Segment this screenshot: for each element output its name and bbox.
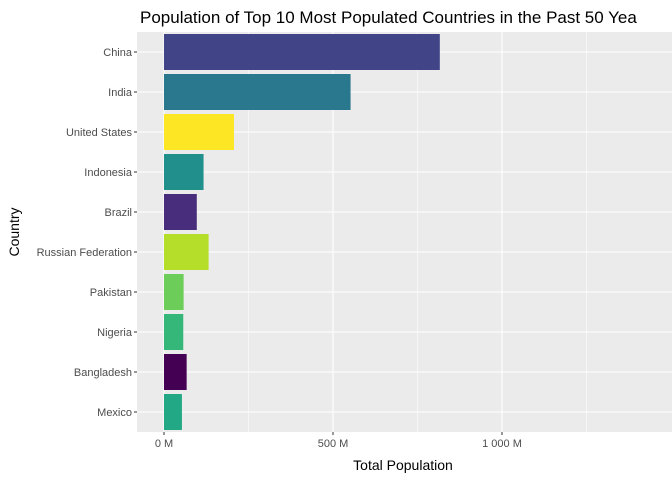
x-tick-label: 0 M	[155, 438, 173, 450]
bar-mexico	[164, 394, 182, 430]
y-tick-label: Bangladesh	[74, 367, 132, 379]
y-tick-label: China	[103, 47, 133, 59]
bar-india	[164, 74, 351, 110]
y-axis-title: Country	[6, 207, 22, 256]
bars	[164, 34, 440, 430]
y-tick-label: Nigeria	[97, 327, 133, 339]
bar-pakistan	[164, 274, 184, 310]
x-tick-label: 1 000 M	[482, 438, 522, 450]
bar-china	[164, 34, 440, 70]
y-tick-label: Brazil	[104, 207, 132, 219]
bar-nigeria	[164, 314, 184, 350]
y-tick-label: Indonesia	[84, 167, 133, 179]
bar-russian-federation	[164, 234, 209, 270]
chart-title: Population of Top 10 Most Populated Coun…	[140, 8, 637, 27]
x-axis-title: Total Population	[353, 457, 453, 473]
bar-bangladesh	[164, 354, 187, 390]
y-tick-label: Mexico	[97, 407, 132, 419]
bar-united-states	[164, 114, 234, 150]
bar-brazil	[164, 194, 197, 230]
bar-indonesia	[164, 154, 204, 190]
y-tick-label: Russian Federation	[37, 247, 132, 259]
y-tick-label: United States	[66, 127, 133, 139]
y-tick-label: Pakistan	[90, 287, 132, 299]
x-axis: 0 M 500 M 1 000 M	[155, 432, 522, 450]
x-tick-label: 500 M	[318, 438, 349, 450]
y-tick-label: India	[108, 87, 133, 99]
y-axis: China India United States Indonesia Brazil Ru…	[37, 47, 137, 419]
